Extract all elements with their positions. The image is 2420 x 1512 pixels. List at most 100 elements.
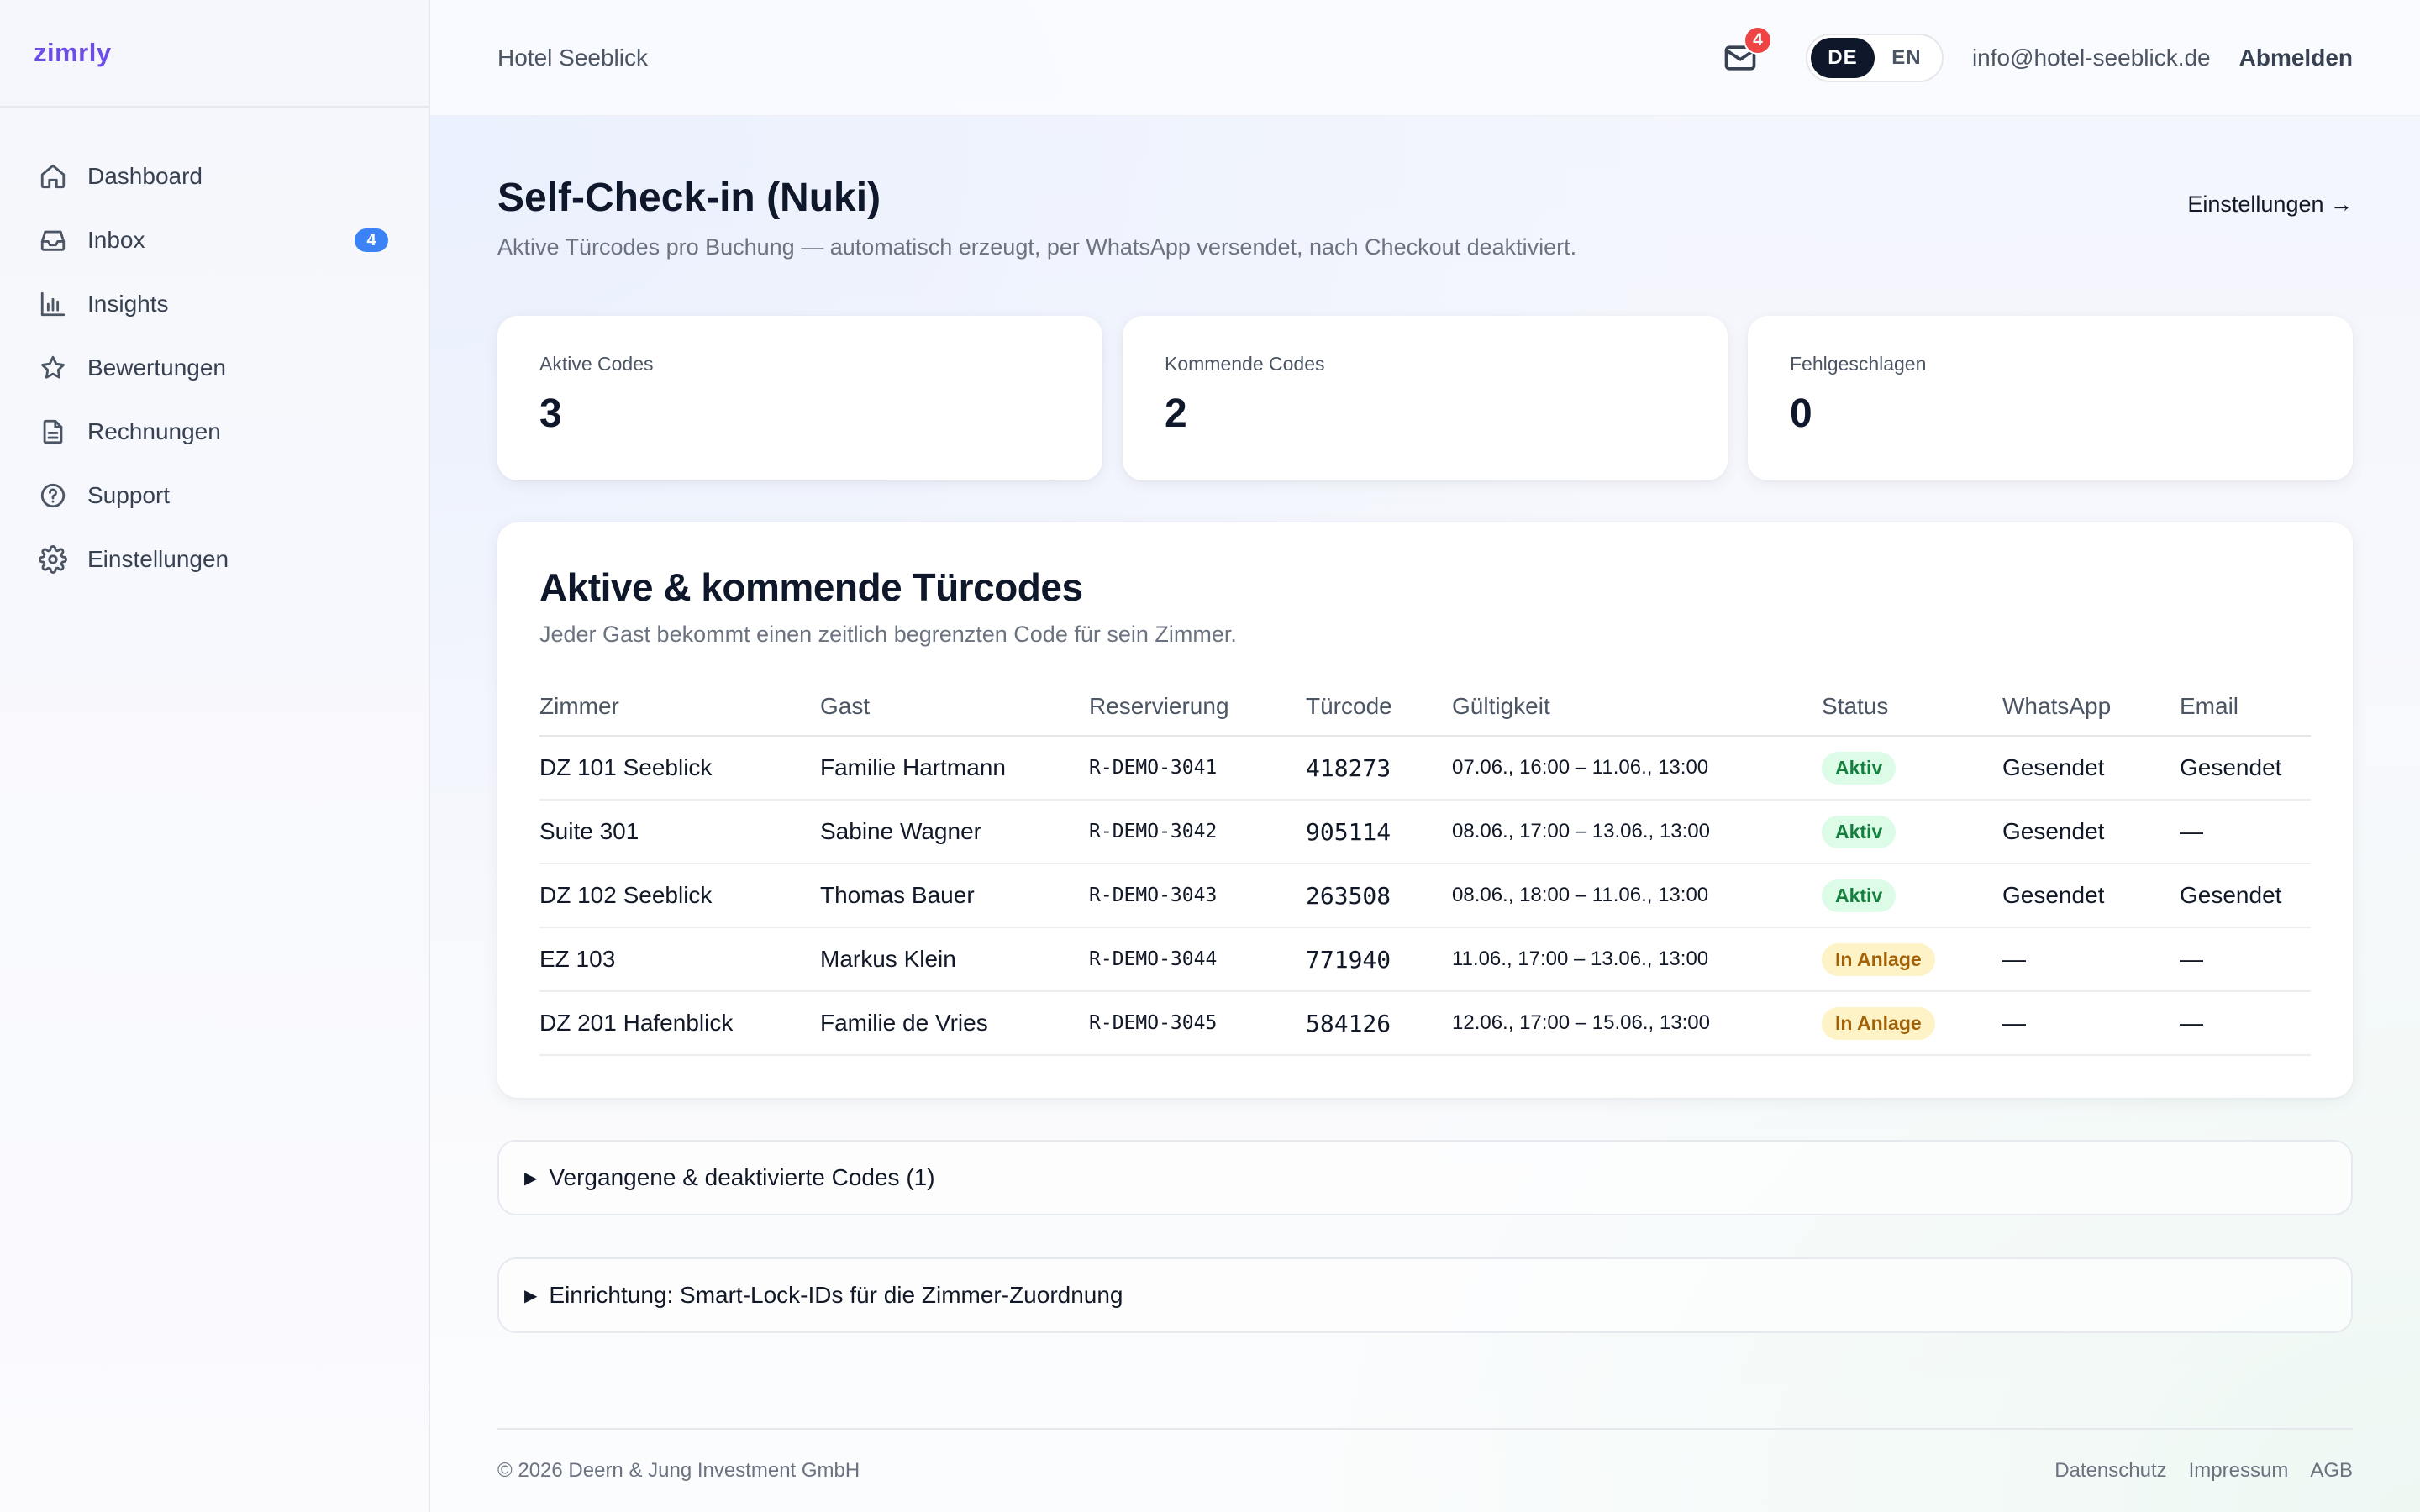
column-header: Türcode	[1306, 693, 1452, 737]
cell-guest: Thomas Bauer	[820, 864, 1089, 928]
logout-button[interactable]: Abmelden	[2238, 44, 2353, 71]
status-badge: In Anlage	[1822, 1006, 1935, 1040]
document-icon	[39, 417, 67, 446]
table-header-row: Zimmer Gast Reservierung Türcode Gültigk…	[539, 693, 2311, 737]
codes-card-subtitle: Jeder Gast bekommt einen zeitlich begren…	[539, 622, 1237, 647]
sidebar-item-support[interactable]: Support	[0, 464, 429, 528]
codes-card-title: Aktive & kommende Türcodes	[539, 565, 1083, 609]
status-badge: In Anlage	[1822, 942, 1935, 976]
stat-label: Aktive Codes	[539, 353, 654, 375]
help-circle-icon	[39, 481, 67, 510]
brand-logo[interactable]: zimrly	[34, 38, 112, 67]
stat-label: Kommende Codes	[1165, 353, 1325, 375]
cell-room: DZ 101 Seeblick	[539, 736, 820, 801]
footer: © 2026 Deern & Jung Investment GmbH Date…	[497, 1428, 2353, 1512]
stat-card-failed: Fehlgeschlagen 0	[1748, 316, 2353, 480]
cell-status: Aktiv	[1822, 736, 2002, 801]
column-header: Gültigkeit	[1452, 693, 1822, 737]
column-header: Gast	[820, 693, 1089, 737]
status-badge: Aktiv	[1822, 815, 1897, 848]
cell-reservation: R-DEMO-3042	[1089, 800, 1306, 864]
copyright-text: © 2026 Deern & Jung Investment GmbH	[497, 1459, 860, 1482]
sidebar-item-bewertungen[interactable]: Bewertungen	[0, 336, 429, 400]
cell-whatsapp: —	[2002, 927, 2180, 992]
mail-count-badge: 4	[1743, 25, 1772, 55]
sidebar-item-dashboard[interactable]: Dashboard	[0, 144, 429, 208]
status-badge: Aktiv	[1822, 879, 1897, 912]
page-content: Self-Check-in (Nuki) Aktive Türcodes pro…	[430, 116, 2420, 1333]
table-row: DZ 101 Seeblick Familie Hartmann R-DEMO-…	[539, 736, 2311, 801]
collapsible-label: Vergangene & deaktivierte Codes (1)	[549, 1164, 935, 1190]
cell-room: DZ 201 Hafenblick	[539, 991, 820, 1056]
cell-status: In Anlage	[1822, 927, 2002, 992]
sidebar-nav: Dashboard Inbox 4 Insights Bewertungen	[0, 108, 429, 591]
cell-status: In Anlage	[1822, 991, 2002, 1056]
main-area: Hotel Seeblick 4 DE EN info@hotel-seebli…	[430, 0, 2420, 1512]
page-title: Self-Check-in (Nuki)	[497, 176, 881, 220]
past-codes-toggle[interactable]: ▶ Vergangene & deaktivierte Codes (1)	[497, 1140, 2353, 1215]
cell-door-code: 263508	[1306, 864, 1452, 928]
sidebar-item-label: Dashboard	[87, 163, 203, 189]
cell-reservation: R-DEMO-3045	[1089, 991, 1306, 1056]
cell-email: —	[2180, 991, 2311, 1056]
sidebar: zimrly Dashboard Inbox 4 Insights Bew	[0, 0, 430, 1512]
cell-whatsapp: Gesendet	[2002, 864, 2180, 928]
inbox-icon	[39, 226, 67, 255]
cell-door-code: 771940	[1306, 927, 1452, 992]
hotel-name: Hotel Seeblick	[497, 44, 648, 71]
star-icon	[39, 354, 67, 382]
sidebar-item-einstellungen[interactable]: Einstellungen	[0, 528, 429, 591]
stats-row: Aktive Codes 3 Kommende Codes 2 Fehlgesc…	[497, 316, 2353, 480]
cell-guest: Familie de Vries	[820, 991, 1089, 1056]
cell-email: Gesendet	[2180, 736, 2311, 801]
cell-door-code: 584126	[1306, 991, 1452, 1056]
footer-link-datenschutz[interactable]: Datenschutz	[2054, 1459, 2167, 1482]
cell-validity: 12.06., 17:00 – 15.06., 13:00	[1452, 991, 1822, 1056]
settings-link[interactable]: Einstellungen →	[2187, 192, 2353, 217]
disclosure-triangle-icon: ▶	[524, 1286, 538, 1305]
cell-guest: Familie Hartmann	[820, 736, 1089, 801]
mail-button[interactable]: 4	[1722, 25, 1772, 76]
sidebar-item-label: Bewertungen	[87, 354, 227, 381]
gear-icon	[39, 545, 67, 574]
cell-validity: 11.06., 17:00 – 13.06., 13:00	[1452, 927, 1822, 992]
stat-value: 0	[1790, 391, 1812, 436]
footer-link-agb[interactable]: AGB	[2310, 1459, 2353, 1482]
cell-room: Suite 301	[539, 800, 820, 864]
sidebar-item-label: Inbox	[87, 227, 145, 253]
mail-icon	[1724, 45, 1756, 71]
cell-reservation: R-DEMO-3044	[1089, 927, 1306, 992]
table-row: DZ 102 Seeblick Thomas Bauer R-DEMO-3043…	[539, 864, 2311, 928]
smartlock-setup-toggle[interactable]: ▶ Einrichtung: Smart-Lock-IDs für die Zi…	[497, 1257, 2353, 1333]
table-row: EZ 103 Markus Klein R-DEMO-3044 771940 1…	[539, 927, 2311, 992]
cell-guest: Markus Klein	[820, 927, 1089, 992]
sidebar-item-inbox[interactable]: Inbox 4	[0, 208, 429, 272]
cell-validity: 08.06., 17:00 – 13.06., 13:00	[1452, 800, 1822, 864]
cell-email: —	[2180, 800, 2311, 864]
stat-value: 3	[539, 391, 562, 436]
user-email: info@hotel-seeblick.de	[1971, 44, 2211, 71]
stat-card-active: Aktive Codes 3	[497, 316, 1102, 480]
cell-reservation: R-DEMO-3043	[1089, 864, 1306, 928]
codes-table: Zimmer Gast Reservierung Türcode Gültigk…	[539, 693, 2311, 1056]
lang-de-button[interactable]: DE	[1810, 37, 1875, 78]
cell-email: —	[2180, 927, 2311, 992]
sidebar-item-insights[interactable]: Insights	[0, 272, 429, 336]
inbox-count-badge: 4	[355, 228, 388, 252]
bar-chart-icon	[39, 290, 67, 318]
stat-value: 2	[1165, 391, 1187, 436]
language-switch: DE EN	[1805, 33, 1944, 82]
cell-whatsapp: Gesendet	[2002, 800, 2180, 864]
footer-links: Datenschutz Impressum AGB	[2054, 1459, 2353, 1483]
footer-link-impressum[interactable]: Impressum	[2188, 1459, 2289, 1482]
sidebar-item-rechnungen[interactable]: Rechnungen	[0, 400, 429, 464]
column-header: WhatsApp	[2002, 693, 2180, 737]
column-header: Status	[1822, 693, 2002, 737]
cell-room: DZ 102 Seeblick	[539, 864, 820, 928]
cell-whatsapp: —	[2002, 991, 2180, 1056]
column-header: Email	[2180, 693, 2311, 737]
table-row: DZ 201 Hafenblick Familie de Vries R-DEM…	[539, 991, 2311, 1056]
sidebar-item-label: Einstellungen	[87, 546, 229, 572]
stat-label: Fehlgeschlagen	[1790, 353, 1927, 375]
lang-en-button[interactable]: EN	[1891, 45, 1922, 69]
